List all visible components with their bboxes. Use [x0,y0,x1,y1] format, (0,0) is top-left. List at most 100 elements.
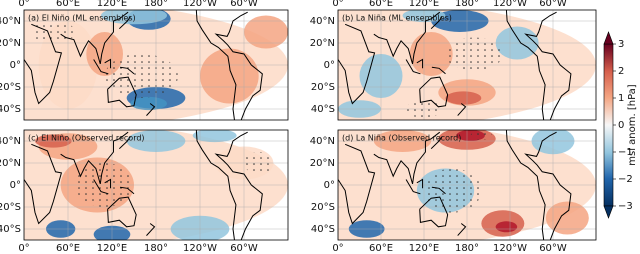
panel-frame [23,129,289,241]
lon-label: 60°E [56,0,80,9]
lat-label: 40°S [0,224,21,235]
lat-label: 20°S [0,82,21,93]
panel-frame [337,129,597,241]
lon-label: 180° [144,0,168,9]
coastline [107,76,137,108]
anomaly-area [244,15,288,49]
lat-label: 20°S [311,202,335,213]
stipple [104,54,178,98]
coastline [93,179,109,195]
lon-label: 60°W [539,243,567,254]
colorbar-tick-label: −1 [618,147,633,158]
colorbar-tick-label: −2 [618,174,633,185]
lat-label: 40°S [311,104,335,115]
coastline [419,196,449,228]
panel-title: (b) La Niña (ML ensembles) [342,14,452,23]
lon-label: 120°W [183,0,217,9]
colorbar-tick-label: 2 [618,66,624,77]
panel-title: (a) El Niño (ML ensembles) [28,14,136,23]
coastline [146,103,156,116]
coastline [338,23,376,105]
lat-label: 20°N [310,158,335,169]
coastline [119,66,135,75]
lat-label: 20°N [0,158,21,169]
coastline [93,59,109,75]
lat-label: 40°N [0,16,21,27]
lon-label: 180° [144,243,168,254]
coastline [430,136,443,150]
stipple [424,168,482,213]
lon-label: 120°E [409,0,439,9]
lat-label: 20°N [0,38,21,49]
coastline [430,16,443,30]
coastline [118,16,131,30]
coastline [195,130,237,240]
coastline [24,143,63,225]
lon-label: 0° [332,243,343,254]
lat-label: 20°N [310,38,335,49]
map-panel [24,10,288,120]
lon-label: 60°W [230,0,258,9]
coastline [405,179,421,195]
lon-label: 60°E [369,243,393,254]
lat-label: 0° [324,180,335,191]
colorbar-extend-bottom [603,205,614,219]
lon-label: 0° [18,0,29,9]
coastline [431,66,446,75]
coastline [405,59,421,75]
lat-label: 40°S [0,104,21,115]
coastline [119,186,135,195]
lat-label: 40°N [310,136,335,147]
coastline [104,58,112,69]
anomaly-area [545,201,589,235]
coastline [107,196,137,228]
coastline [338,143,376,225]
coastline [214,11,263,120]
coastline [195,10,237,120]
lat-label: 20°S [311,82,335,93]
coastline [431,186,446,195]
colorbar-extend-top [603,31,614,45]
lon-label: 60°W [230,243,258,254]
anomaly-area [200,48,259,104]
lon-label: 0° [332,0,343,9]
map-panel [24,130,288,240]
coastline [505,130,546,240]
coastline [60,131,129,185]
anomaly-area [192,130,237,143]
lon-label: 60°E [369,0,393,9]
panel-title: (d) La Niña (Observed record) [342,134,461,143]
lon-label: 60°E [56,243,80,254]
lon-label: 180° [455,243,479,254]
coastline [457,223,467,236]
panel-title: (c) El Niño (Observed record) [28,134,145,143]
coastline [457,103,467,116]
coastline [416,178,424,189]
stipple [445,37,503,71]
lon-label: 120°E [97,0,127,9]
anomaly-area [130,96,168,111]
lat-label: 40°S [311,224,335,235]
panel-frame [23,9,289,121]
coastline [416,58,424,69]
anomaly-area [495,221,518,233]
stipple [31,21,76,43]
lat-label: 0° [10,180,21,191]
coastline [505,10,546,120]
colorbar [603,43,614,207]
lon-label: 60°W [539,0,567,9]
coastline [419,76,449,108]
lon-label: 180° [455,0,479,9]
coastline [214,131,263,240]
colorbar-tick-label: −3 [618,201,633,212]
coastline [104,178,112,189]
anomaly-area [101,10,167,25]
lon-label: 0° [18,243,29,254]
lat-label: 20°S [0,202,21,213]
lat-label: 0° [324,60,335,71]
coastline [60,11,129,65]
anomaly-area [445,91,482,105]
lon-label: 120°W [493,0,527,9]
coastline [373,131,441,185]
